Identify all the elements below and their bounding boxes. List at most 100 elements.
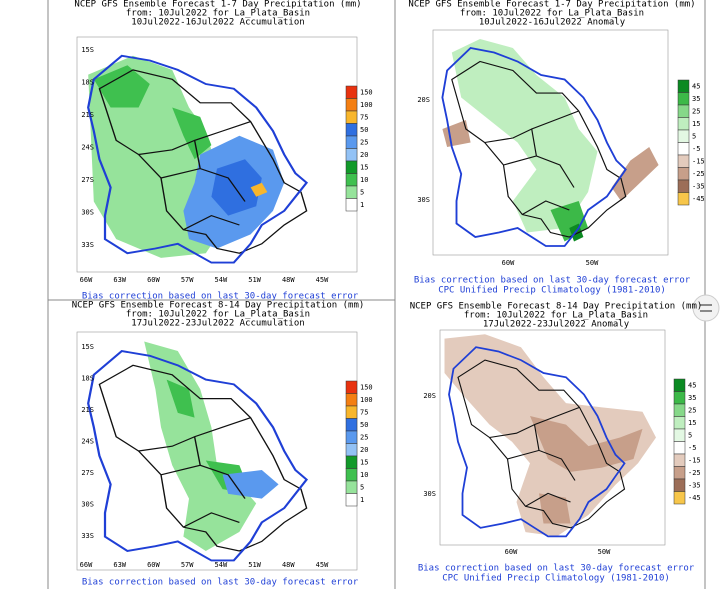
colorbar-label: 25 [360, 433, 368, 441]
lon-label: 63W [113, 276, 126, 284]
colorbar-swatch [345, 455, 358, 469]
lat-label: 18S [81, 375, 94, 383]
lon-label: 57W [181, 561, 194, 569]
colorbar-label: 5 [360, 188, 364, 196]
colorbar-label: 50 [360, 421, 368, 429]
lon-label: 51W [248, 561, 261, 569]
colorbar-label: 15 [692, 120, 700, 128]
colorbar-swatch [345, 443, 358, 457]
colorbar-swatch [345, 493, 358, 507]
colorbar-label: 10 [360, 176, 368, 184]
panel-title: 17Jul2022-23Jul2022 Accumulation [131, 319, 304, 329]
colorbar-label: 15 [360, 458, 368, 466]
colorbar-label: 100 [360, 396, 373, 404]
menu-button[interactable] [692, 294, 720, 322]
lon-label: 51W [248, 276, 261, 284]
colorbar-swatch [345, 393, 358, 407]
colorbar-swatch [677, 179, 690, 193]
lon-label: 54W [215, 276, 228, 284]
lat-label: 15S [81, 343, 94, 351]
colorbar-swatch [345, 135, 358, 149]
colorbar-label: -25 [688, 469, 701, 477]
colorbar-swatch [673, 391, 686, 405]
colorbar-label: -45 [692, 195, 705, 203]
lat-label: 33S [81, 241, 94, 249]
colorbar-swatch [345, 430, 358, 444]
colorbar-label: 25 [692, 107, 700, 115]
colorbar-swatch [677, 117, 690, 131]
map-panel-1 [76, 36, 358, 273]
colorbar-label: 45 [692, 82, 700, 90]
colorbar-swatch [677, 129, 690, 143]
colorbar-label: 75 [360, 408, 368, 416]
map-panel-4 [439, 329, 666, 546]
lat-label: 15S [81, 46, 94, 54]
panel-footer: CPC Unified Precip Climatology (1981-201… [442, 574, 670, 584]
colorbar-swatch [673, 378, 686, 392]
lat-label: 21S [81, 406, 94, 414]
lon-label: 66W [80, 561, 93, 569]
colorbar-swatch [673, 416, 686, 430]
lat-label: 27S [81, 469, 94, 477]
colorbar-label: 5 [692, 132, 696, 140]
lon-label: 60W [147, 561, 160, 569]
panel-title: from: 10Jul2022 for La_Plata_Basin [126, 9, 310, 19]
colorbar-swatch [345, 198, 358, 212]
panel-title: NCEP GFS Ensemble Forecast 1-7 Day Preci… [74, 0, 361, 10]
colorbar-swatch [673, 441, 686, 455]
colorbar-swatch [345, 123, 358, 137]
panel-title: 17Jul2022-23Jul2022 Anomaly [483, 320, 630, 330]
colorbar-label: 35 [688, 394, 696, 402]
lon-label: 54W [215, 561, 228, 569]
colorbar-swatch [673, 403, 686, 417]
colorbar-label: 150 [360, 383, 373, 391]
lat-label: 24S [81, 438, 94, 446]
lat-label: 30S [81, 501, 94, 509]
colorbar-label: 100 [360, 101, 373, 109]
colorbar-label: 25 [360, 138, 368, 146]
colorbar-label: -15 [692, 157, 705, 165]
panel-title: NCEP GFS Ensemble Forecast 1-7 Day Preci… [408, 0, 695, 10]
colorbar-swatch [677, 104, 690, 118]
map-panel-2 [432, 29, 669, 256]
colorbar-label: 5 [360, 483, 364, 491]
panel-footer: Bias correction based on last 30-day for… [82, 292, 359, 302]
colorbar-swatch [345, 98, 358, 112]
colorbar-label: 20 [360, 446, 368, 454]
colorbar-label: 1 [360, 201, 364, 209]
colorbar-label: 45 [688, 381, 696, 389]
panel-title: NCEP GFS Ensemble Forecast 8-14 Day Prec… [410, 302, 703, 312]
colorbar-label: 5 [688, 431, 692, 439]
colorbar-label: 50 [360, 126, 368, 134]
lon-label: 45W [316, 561, 329, 569]
colorbar-swatch [345, 173, 358, 187]
colorbar-label: 150 [360, 88, 373, 96]
panel-title: 10Jul2022-16Jul2022 Accumulation [131, 18, 304, 28]
colorbar-swatch [345, 480, 358, 494]
panel-footer: Bias correction based on last 30-day for… [414, 276, 691, 286]
colorbar-swatch [673, 428, 686, 442]
colorbar-swatch [677, 167, 690, 181]
lat-label: 24S [81, 144, 94, 152]
colorbar-label: -35 [692, 182, 705, 190]
colorbar-swatch [677, 142, 690, 156]
panel-title: NCEP GFS Ensemble Forecast 8-14 Day Prec… [72, 301, 365, 311]
colorbar-swatch [677, 154, 690, 168]
lon-label: 45W [316, 276, 329, 284]
map-panel-3 [76, 331, 358, 571]
lat-label: 30S [423, 490, 436, 498]
colorbar-swatch [345, 468, 358, 482]
colorbar-swatch [673, 478, 686, 492]
colorbar-swatch [345, 85, 358, 99]
colorbar-swatch [345, 160, 358, 174]
panel-title: from: 10Jul2022 for La_Plata_Basin [460, 9, 644, 19]
colorbar-swatch [345, 148, 358, 162]
colorbar-swatch [345, 110, 358, 124]
colorbar-swatch [345, 405, 358, 419]
lat-label: 21S [81, 111, 94, 119]
colorbar-swatch [677, 92, 690, 106]
colorbar-label: -25 [692, 170, 705, 178]
lon-label: 48W [282, 276, 295, 284]
